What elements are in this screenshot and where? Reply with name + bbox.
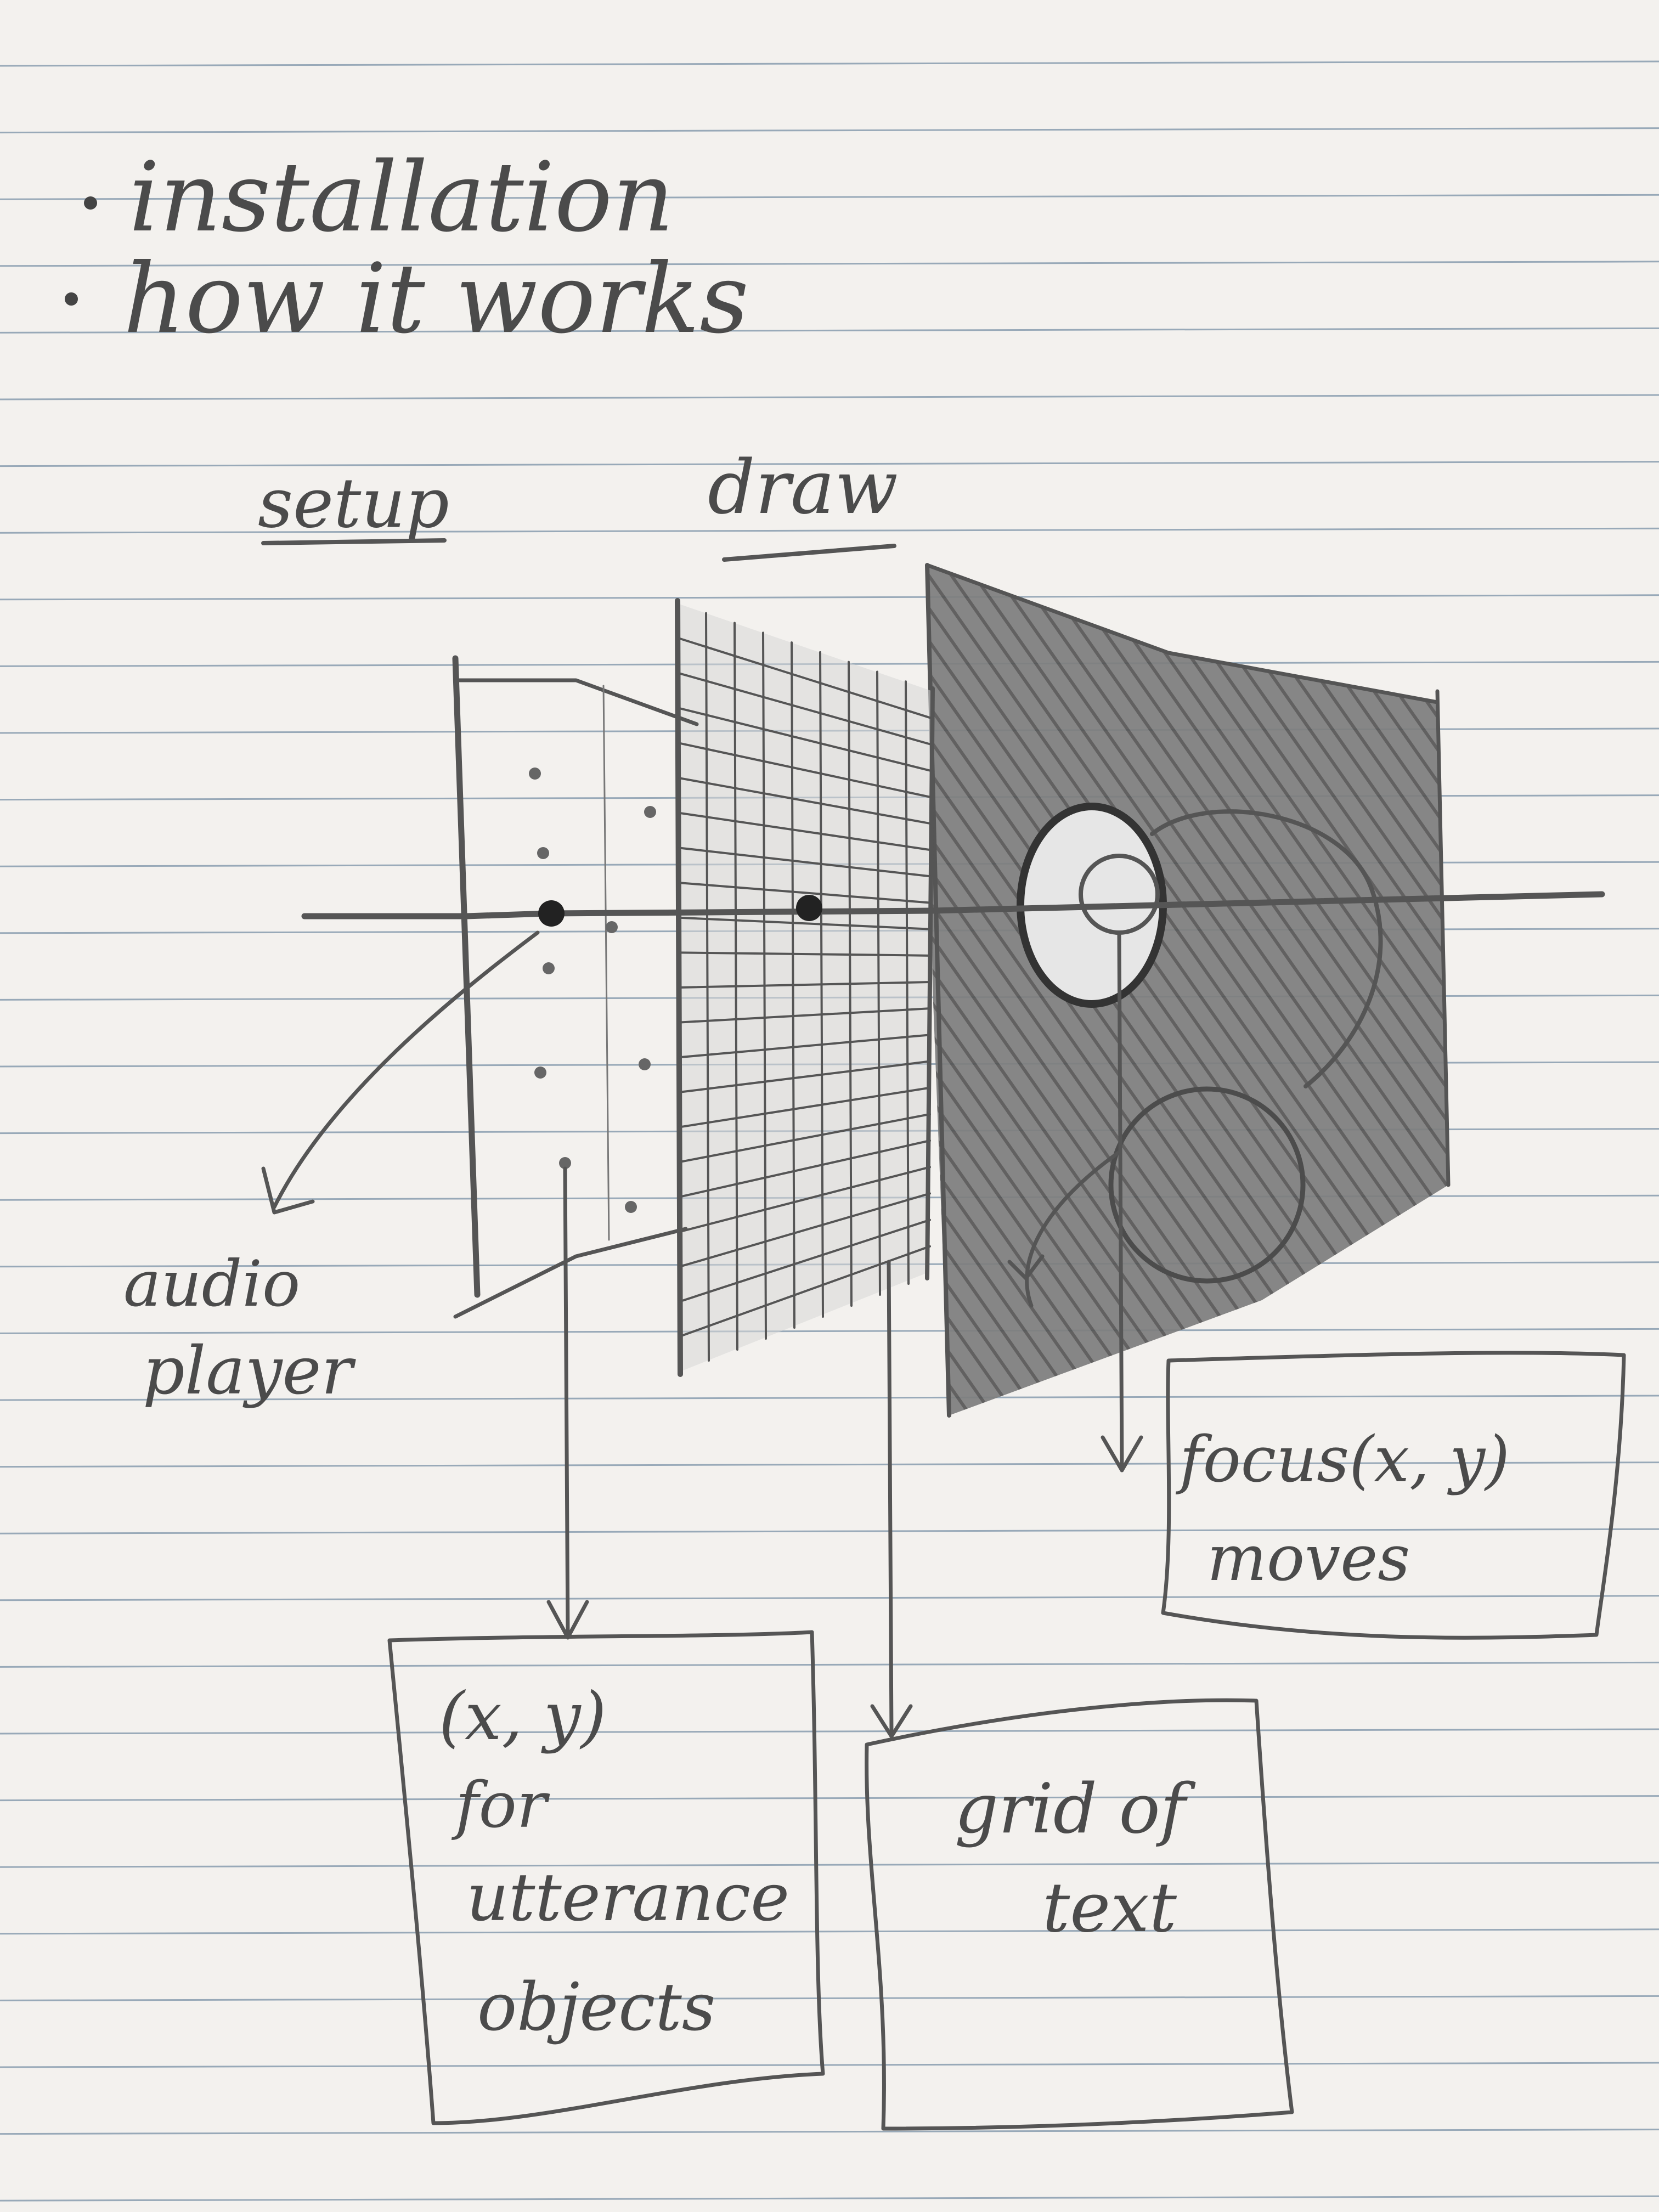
ruled-line: [0, 2129, 1659, 2135]
ruled-line: [0, 327, 1659, 334]
grid-line: [678, 637, 931, 719]
ruled-line: [0, 2195, 1659, 2202]
focus-box-line1: focus(x, y): [1175, 1423, 1510, 1497]
setup-dot: [559, 1157, 571, 1169]
grid-point: [796, 895, 822, 921]
ruled-line: [0, 394, 1659, 400]
xy-box-line2: for: [451, 1769, 550, 1842]
bullet-how-it-works: how it works: [123, 244, 749, 355]
ruled-line: [0, 127, 1659, 134]
ruled-line: [0, 1995, 1659, 2001]
setup-dot: [639, 1058, 651, 1070]
label-player: player: [143, 1333, 357, 1409]
grid-line: [678, 1139, 931, 1198]
grid-line: [678, 981, 931, 989]
grid-line: [678, 777, 931, 825]
setup-layer: [452, 655, 699, 1319]
setup-point: [538, 900, 565, 927]
ruled-line: [0, 261, 1659, 267]
xy-box-line3: utterance: [466, 1860, 789, 1936]
grid-box-line1: grid of: [955, 1769, 1196, 1849]
ruled-line: [0, 1462, 1659, 1468]
grid-line: [678, 882, 931, 904]
heading-setup: setup: [258, 464, 449, 543]
grid-line: [678, 1113, 931, 1164]
grid-line: [678, 707, 931, 772]
setup-dot: [543, 962, 555, 974]
grid-line: [678, 811, 931, 851]
xy-box-line4: objects: [477, 1970, 715, 2046]
grid-line: [678, 1034, 931, 1059]
grid-line: [678, 1060, 931, 1093]
ruled-line: [0, 1528, 1659, 1534]
bullet-installation: installation: [129, 142, 674, 253]
ruled-line: [0, 1661, 1659, 1668]
box-focus-moves: focus(x, y) moves: [1161, 1351, 1626, 1640]
grid-line: [678, 672, 931, 746]
setup-dot: [537, 847, 549, 859]
box-grid-of-text: grid of text: [865, 1698, 1294, 2131]
grid-line: [678, 916, 931, 930]
text-grid-layer: [675, 598, 935, 1377]
arrow-to-xy-box: [563, 1166, 570, 1637]
grid-line: [678, 1166, 931, 1233]
ruled-line: [0, 1395, 1659, 1401]
audio-arrow: [272, 930, 540, 1209]
setup-underline: [261, 538, 447, 545]
ruled-line: [0, 1928, 1659, 1935]
setup-dot: [644, 806, 656, 818]
box-xy-utterance: (x, y) for utterance objects: [387, 1630, 825, 2125]
xy-box-line1: (x, y): [439, 1679, 606, 1755]
bullet-dot: [65, 292, 78, 306]
grid-line: [678, 742, 931, 798]
ruled-line: [0, 1861, 1659, 1868]
grid-line: [678, 1192, 931, 1268]
arrow-to-grid-box: [887, 1260, 894, 1736]
setup-dot: [534, 1066, 546, 1079]
ruled-line: [0, 60, 1659, 67]
ruled-line: [0, 1728, 1659, 1735]
ruled-line: [0, 594, 1659, 601]
ruled-line: [0, 1795, 1659, 1802]
grid-line: [678, 951, 931, 957]
grid-line: [678, 1218, 931, 1303]
setup-dot: [625, 1201, 637, 1213]
ruled-line: [0, 1328, 1659, 1334]
label-audio: audio: [123, 1248, 300, 1321]
grid-line: [678, 847, 931, 878]
setup-dot: [606, 921, 618, 933]
grid-box-line2: text: [1042, 1868, 1177, 1948]
arrow-to-focus-box: [1117, 930, 1124, 1472]
bullet-dot: [84, 196, 97, 210]
grid-line: [678, 1007, 931, 1024]
dark-panel: [925, 563, 1451, 1418]
grid-line: [678, 1086, 931, 1128]
draw-underline: [722, 544, 896, 562]
focus-box-line2: moves: [1207, 1522, 1410, 1595]
setup-dot: [529, 768, 541, 780]
heading-draw: draw: [708, 444, 898, 531]
ruled-line: [0, 461, 1659, 467]
ruled-line: [0, 1595, 1659, 1601]
ruled-line: [0, 194, 1659, 200]
ruled-line: [0, 527, 1659, 534]
ruled-line: [0, 2062, 1659, 2068]
